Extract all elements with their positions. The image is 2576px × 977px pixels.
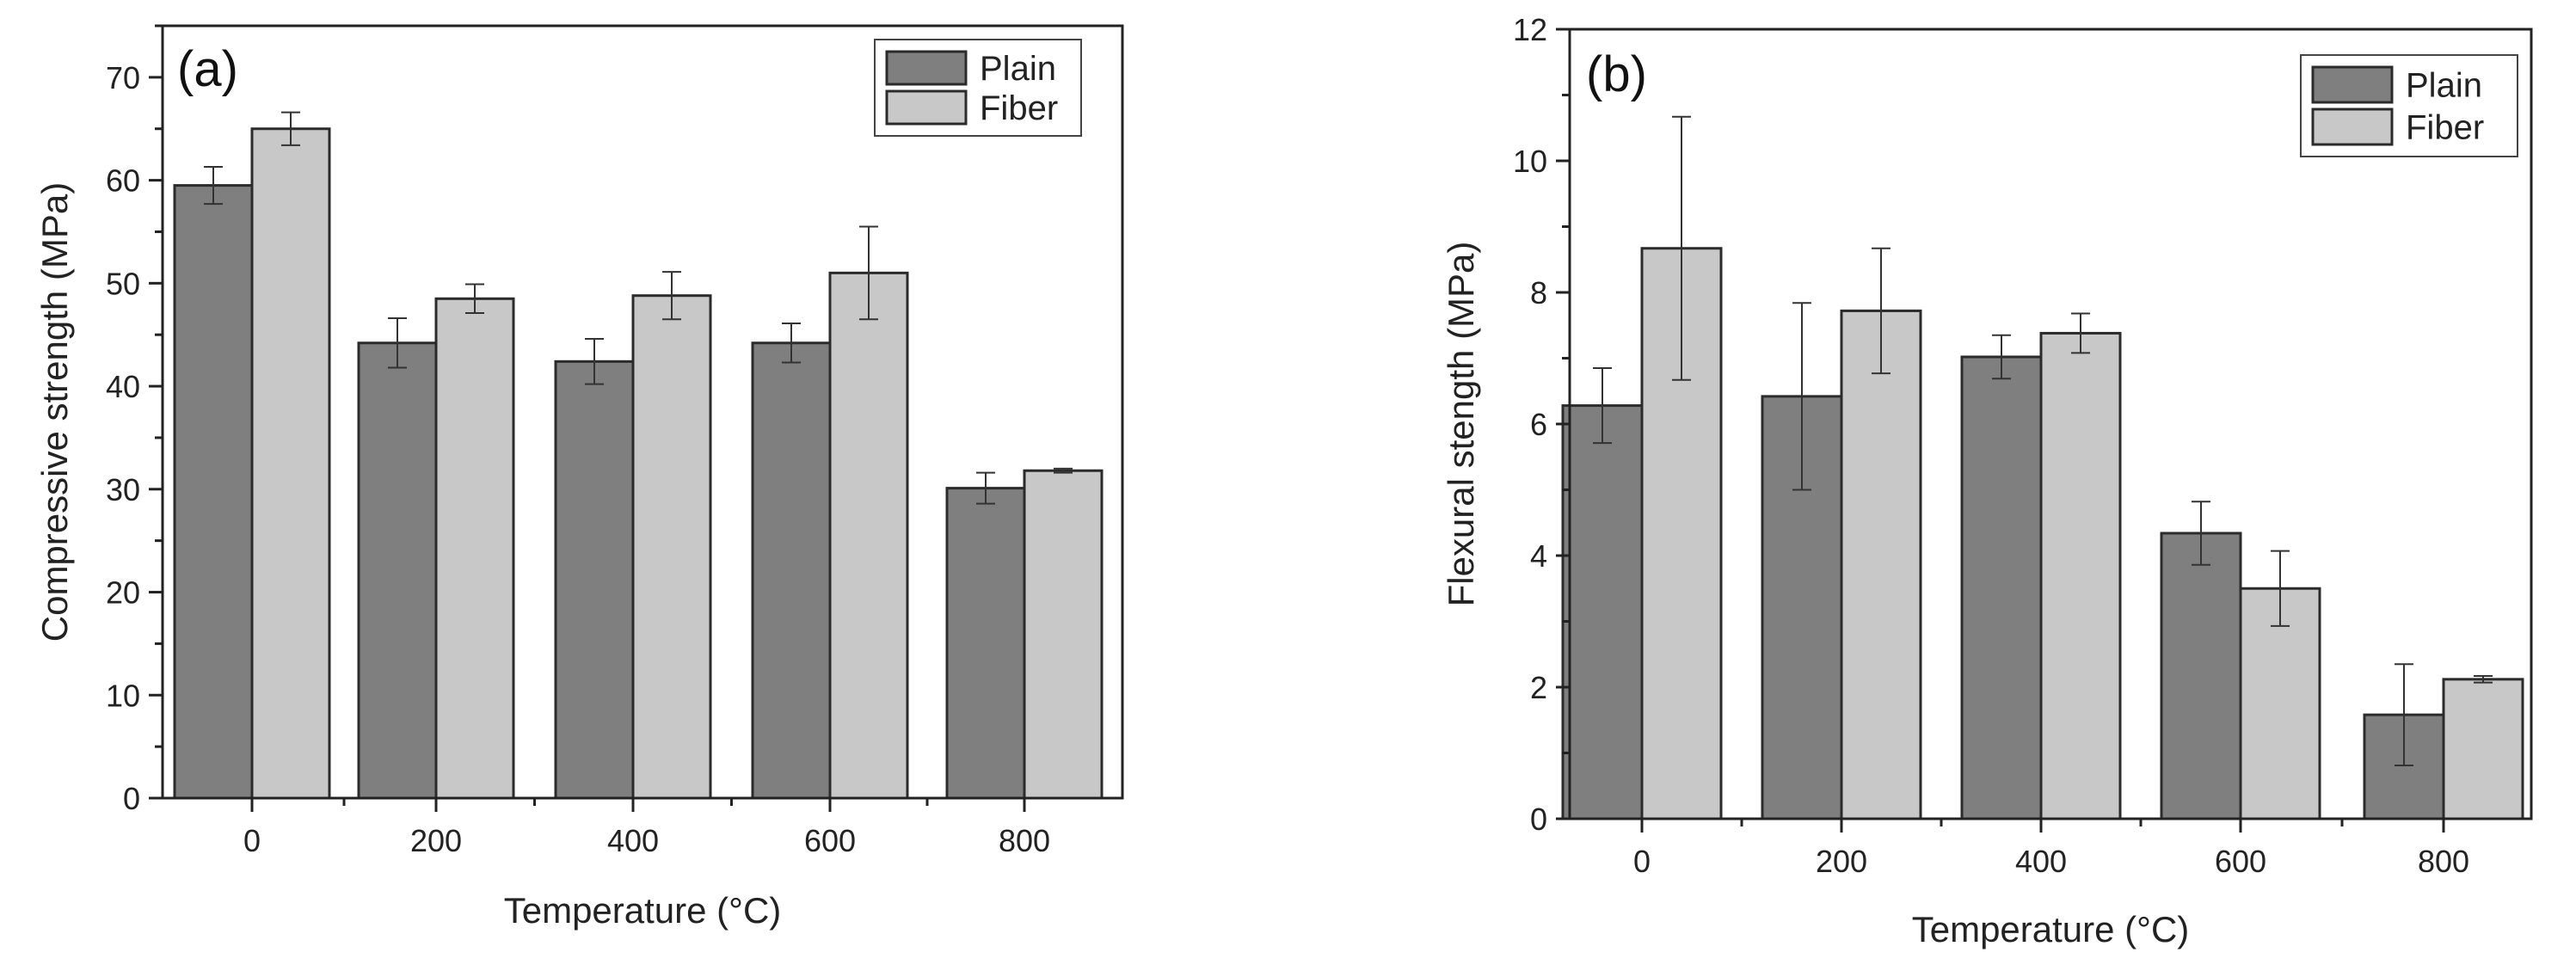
- legend-label-plain: Plain: [2406, 67, 2482, 105]
- y-axis-title: Flexural stength (MPa): [1441, 242, 1481, 607]
- y-axis-title: Compressive strength (MPa): [34, 182, 75, 642]
- legend-swatch-plain: [2311, 65, 2394, 104]
- y-tick-label: 30: [106, 472, 140, 507]
- y-tick-label: 6: [1530, 407, 1547, 442]
- bar-fiber-200: [434, 297, 515, 800]
- x-tick-label: 0: [243, 823, 261, 858]
- panel-label: (a): [177, 41, 238, 97]
- bar-fiber-800: [1023, 469, 1104, 800]
- y-tick-label: 20: [106, 575, 140, 611]
- y-tick-label: 4: [1530, 538, 1547, 574]
- bar-plain-400: [1960, 355, 2043, 820]
- x-tick-label: 800: [999, 823, 1050, 858]
- y-tick-label: 10: [1513, 144, 1547, 179]
- chart-panel-b: 0 2 4 6 8 10 12 0 200 400 600 800 Temperature (°C) Fl…: [1441, 12, 2533, 949]
- y-tick-label: 12: [1513, 12, 1547, 47]
- bar-plain-200: [357, 341, 438, 800]
- bar-fiber-600: [828, 271, 909, 800]
- bar-plain-400: [554, 359, 635, 800]
- bar-fiber-0: [250, 127, 331, 800]
- plot-frame: [161, 24, 1124, 800]
- bar-fiber-0: [1640, 247, 1723, 820]
- legend-label-fiber: Fiber: [980, 89, 1058, 127]
- x-tick-label: 200: [1816, 844, 1867, 879]
- bar-fiber-200: [1840, 309, 1922, 820]
- x-tick-label: 400: [2015, 844, 2067, 879]
- y-tick-label: 8: [1530, 275, 1547, 310]
- legend-label-plain: Plain: [980, 50, 1056, 88]
- bar-fiber-800: [2442, 678, 2524, 820]
- bar-fiber-400: [2039, 331, 2122, 820]
- chart-panel-a: 0 10 20 30 40 50 60 70 0 200 400 600 800 Temperature …: [34, 24, 1124, 931]
- bar-plain-0: [1561, 404, 1644, 820]
- bar-plain-600: [2160, 532, 2242, 820]
- y-tick-label: 10: [106, 678, 140, 713]
- x-tick-label: 800: [2418, 844, 2469, 879]
- y-tick-label: 60: [106, 163, 140, 199]
- y-tick-label: 0: [1530, 802, 1547, 837]
- legend-swatch-fiber: [2311, 108, 2394, 146]
- bar-plain-600: [751, 341, 832, 800]
- x-tick-label: 200: [410, 823, 462, 858]
- x-axis-title: Temperature (°C): [1912, 909, 2190, 949]
- y-tick-label: 0: [123, 781, 140, 816]
- legend-swatch-plain: [885, 50, 968, 86]
- bar-fiber-400: [631, 294, 712, 800]
- bar-plain-800: [945, 487, 1026, 800]
- y-tick-label: 50: [106, 266, 140, 301]
- y-tick-label: 2: [1530, 670, 1547, 705]
- y-tick-label: 70: [106, 60, 140, 95]
- x-axis-title: Temperature (°C): [504, 890, 782, 931]
- x-tick-label: 600: [2215, 844, 2266, 879]
- panel-label: (b): [1586, 46, 1647, 102]
- bar-plain-0: [173, 184, 254, 800]
- x-tick-label: 400: [607, 823, 659, 858]
- x-tick-label: 600: [804, 823, 856, 858]
- y-tick-label: 40: [106, 369, 140, 404]
- x-tick-label: 0: [1633, 844, 1651, 879]
- legend-label-fiber: Fiber: [2406, 109, 2484, 147]
- legend-swatch-fiber: [885, 89, 968, 126]
